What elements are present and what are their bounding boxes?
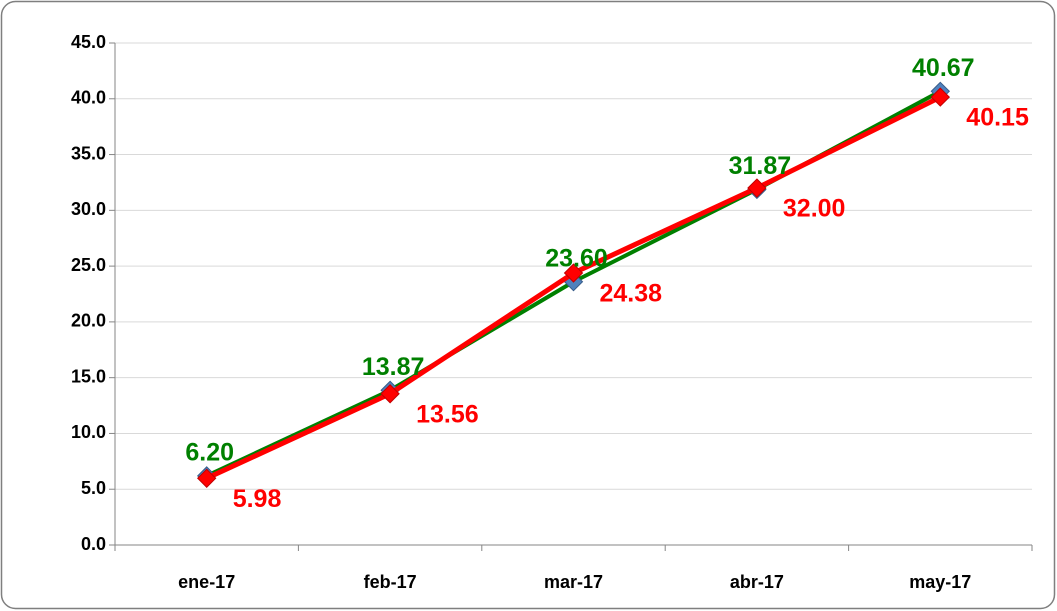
data-label: 23.60: [545, 244, 608, 272]
y-tick-label: 15.0: [71, 366, 106, 386]
x-tick-label: ene-17: [178, 572, 235, 592]
marker: [196, 468, 217, 488]
y-tick-label: 40.0: [71, 88, 106, 108]
y-tick-label: 20.0: [71, 311, 106, 331]
x-tick-label: feb-17: [364, 572, 417, 592]
data-label: 5.98: [233, 485, 282, 513]
y-tick-label: 35.0: [71, 143, 106, 163]
y-tick-label: 10.0: [71, 422, 106, 442]
x-tick-label: abr-17: [730, 572, 784, 592]
x-tick-label: may-17: [909, 572, 971, 592]
data-label: 6.20: [185, 438, 234, 466]
data-label: 40.15: [966, 104, 1029, 132]
data-label: 13.87: [362, 353, 425, 381]
marker: [380, 384, 400, 404]
marker: [930, 87, 951, 107]
data-label: 13.56: [416, 400, 479, 428]
y-tick-label: 25.0: [71, 255, 106, 275]
y-tick-label: 30.0: [71, 199, 106, 219]
data-label: 24.38: [600, 280, 663, 308]
x-tick-label: mar-17: [544, 572, 603, 592]
data-label: 31.87: [729, 152, 792, 180]
y-tick-label: 45.0: [71, 32, 106, 52]
marker: [747, 178, 767, 198]
y-tick-label: 5.0: [81, 478, 106, 498]
data-label: 32.00: [783, 195, 846, 223]
data-label: 40.67: [912, 54, 975, 82]
y-tick-label: 0.0: [81, 534, 106, 554]
marker: [563, 263, 584, 283]
